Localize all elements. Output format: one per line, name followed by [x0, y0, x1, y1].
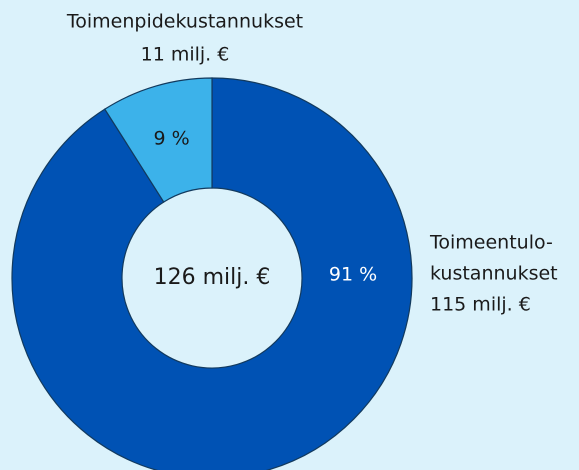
category-label: kustannukset [430, 263, 558, 285]
slice [11, 77, 413, 470]
center-label: 126 milj. € [154, 265, 271, 290]
value-label: 91 % [329, 264, 377, 286]
slice [104, 77, 213, 203]
category-label: Toimenpidekustannukset [66, 11, 303, 33]
category-label: Toimeentulo- [429, 232, 553, 254]
amount-label: 115 milj. € [430, 294, 531, 316]
amount-label: 11 milj. € [141, 44, 230, 66]
value-label: 9 % [153, 127, 189, 149]
